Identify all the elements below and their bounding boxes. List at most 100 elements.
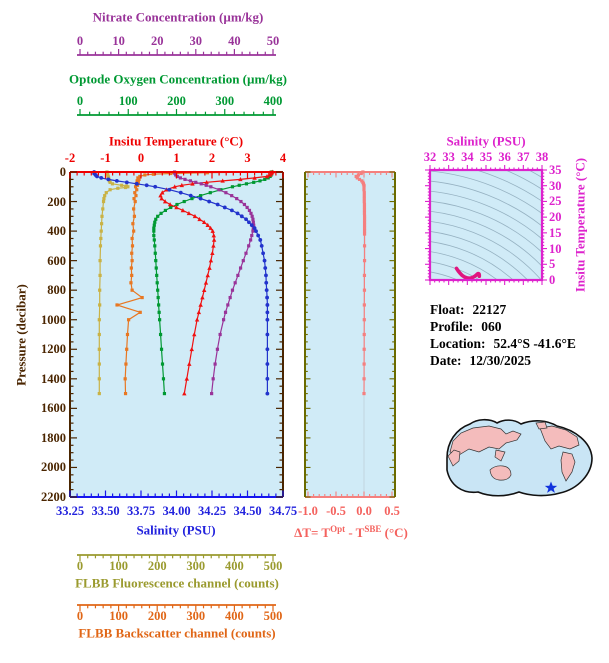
oxygen-tick-label: 300 bbox=[215, 93, 235, 108]
oxygen-axis-title: Optode Oxygen Concentration (µm/kg) bbox=[68, 71, 288, 87]
pressure-tick-label: 400 bbox=[47, 223, 66, 238]
data-marker bbox=[127, 318, 131, 322]
nitrate-axis-title: Nitrate Concentration (µm/kg) bbox=[92, 9, 264, 25]
data-marker bbox=[154, 217, 158, 221]
pressure-tick-label: 1200 bbox=[41, 342, 66, 357]
backscatter-tick-label: 200 bbox=[147, 608, 167, 623]
ts-sal-tick-label: 38 bbox=[535, 149, 549, 164]
data-marker bbox=[235, 196, 239, 201]
oxygen-tick-label: 400 bbox=[263, 93, 283, 108]
data-marker bbox=[123, 391, 128, 396]
delta-t-axis-title: ΔT= TOpt - TSBE (°C) bbox=[294, 523, 408, 541]
data-marker bbox=[200, 295, 205, 300]
data-marker bbox=[221, 318, 226, 322]
data-marker bbox=[159, 347, 164, 351]
data-marker bbox=[208, 191, 212, 195]
data-marker bbox=[237, 183, 241, 187]
ts-temp-tick-label: 0 bbox=[549, 272, 556, 287]
data-marker bbox=[241, 259, 245, 263]
float-id-value: 22127 bbox=[472, 302, 507, 317]
data-marker bbox=[123, 377, 127, 381]
data-marker bbox=[159, 196, 164, 201]
data-marker bbox=[265, 303, 270, 307]
data-marker bbox=[154, 259, 158, 263]
data-marker bbox=[104, 191, 108, 195]
data-marker bbox=[133, 185, 138, 189]
data-marker bbox=[99, 176, 104, 180]
pressure-tick-label: 2000 bbox=[41, 460, 66, 475]
float-id-row: Float: 22127 bbox=[430, 301, 576, 318]
data-marker bbox=[101, 199, 106, 204]
data-marker bbox=[251, 220, 255, 224]
data-marker bbox=[144, 183, 149, 188]
nitrate-tick-label: 40 bbox=[228, 33, 241, 48]
temperature-tick-label: -2 bbox=[64, 150, 76, 165]
data-marker bbox=[137, 177, 141, 181]
data-marker bbox=[190, 196, 194, 201]
data-marker bbox=[230, 185, 235, 189]
data-marker bbox=[250, 214, 254, 218]
ts-sal-tick-label: 34 bbox=[461, 149, 474, 164]
data-marker bbox=[362, 377, 366, 381]
data-marker bbox=[126, 185, 130, 189]
ts-sal-tick-label: 36 bbox=[498, 149, 511, 164]
temperature-tick-label: -1 bbox=[100, 150, 111, 165]
data-marker bbox=[98, 259, 102, 263]
backscatter-tick-label: 100 bbox=[109, 608, 128, 623]
data-marker bbox=[103, 194, 107, 198]
data-marker bbox=[179, 182, 185, 188]
data-marker bbox=[254, 229, 258, 233]
data-marker bbox=[362, 220, 367, 224]
data-marker bbox=[132, 207, 136, 211]
pressure-axis-title: Pressure (decibar) bbox=[13, 284, 29, 386]
data-marker bbox=[236, 273, 240, 278]
fluorescence-tick-label: 300 bbox=[186, 558, 206, 573]
data-marker bbox=[213, 362, 217, 366]
data-marker bbox=[362, 208, 367, 213]
data-marker bbox=[134, 181, 139, 186]
data-marker bbox=[258, 179, 262, 183]
location-label: Location: bbox=[430, 336, 486, 351]
data-marker bbox=[182, 391, 187, 396]
data-marker bbox=[155, 273, 159, 278]
delta-plot-area bbox=[305, 172, 395, 497]
data-marker bbox=[362, 244, 367, 248]
data-marker bbox=[180, 208, 186, 213]
salinity-tick-label: 33.50 bbox=[91, 503, 120, 518]
data-marker bbox=[138, 174, 142, 179]
ts-temp-tick-label: 25 bbox=[549, 194, 562, 209]
data-marker bbox=[158, 318, 162, 322]
data-marker bbox=[152, 233, 156, 238]
data-marker bbox=[152, 226, 156, 230]
ts-temp-tick-label: 35 bbox=[549, 162, 562, 177]
ts-temp-tick-label: 5 bbox=[549, 257, 556, 272]
oxygen-tick-label: 0 bbox=[76, 93, 84, 108]
oxygen-tick-label: 200 bbox=[167, 93, 186, 108]
data-marker bbox=[244, 182, 249, 186]
data-marker bbox=[116, 186, 120, 190]
data-marker bbox=[151, 172, 155, 176]
data-marker bbox=[252, 223, 256, 227]
temperature-tick-label: 1 bbox=[173, 150, 180, 165]
location-value: 52.4°S -41.6°E bbox=[493, 336, 576, 351]
data-marker bbox=[362, 196, 366, 201]
data-marker bbox=[362, 259, 367, 263]
float-position-star bbox=[544, 481, 558, 493]
data-marker bbox=[249, 223, 254, 228]
data-marker bbox=[99, 229, 103, 233]
data-marker bbox=[210, 228, 215, 233]
data-marker bbox=[136, 180, 140, 184]
data-marker bbox=[101, 207, 105, 211]
delta-t-title-part: - T bbox=[345, 525, 365, 541]
data-marker bbox=[256, 233, 261, 238]
ts-salinity-axis-title: Salinity (PSU) bbox=[446, 133, 526, 149]
data-marker bbox=[249, 238, 253, 242]
data-marker bbox=[108, 188, 112, 192]
delta-t-title-sup: SBE bbox=[364, 523, 382, 534]
data-marker bbox=[130, 251, 134, 255]
profile-label: Profile: bbox=[430, 319, 474, 334]
delta-tick-label: -0.5 bbox=[326, 503, 346, 518]
date-row: Date: 12/30/2025 bbox=[430, 352, 576, 369]
ts-sal-tick-label: 32 bbox=[423, 149, 437, 164]
